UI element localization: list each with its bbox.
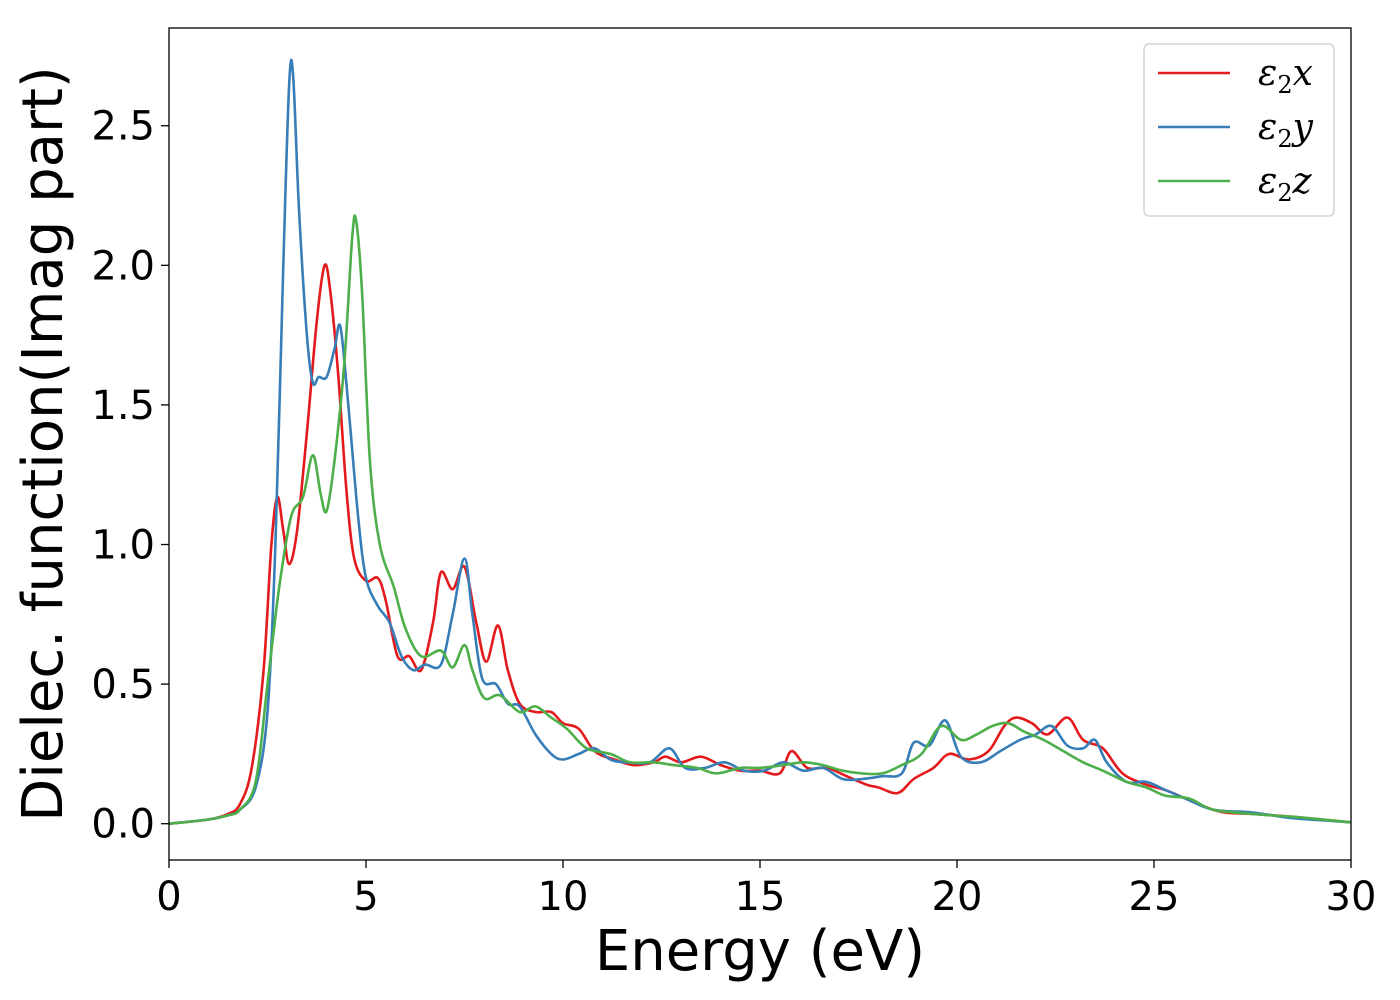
x-tick-label: 20 bbox=[932, 874, 983, 920]
x-tick-label: 5 bbox=[353, 874, 378, 920]
series-line-z bbox=[168, 214, 1352, 825]
legend-label-y: ε2y bbox=[1258, 107, 1314, 153]
y-tick-label: 0.5 bbox=[91, 662, 155, 708]
y-tick-label: 1.0 bbox=[91, 523, 155, 569]
x-tick-label: 25 bbox=[1129, 874, 1180, 920]
x-tick-label: 30 bbox=[1326, 874, 1377, 920]
legend-box bbox=[1143, 43, 1335, 217]
x-tick-label: 10 bbox=[538, 874, 589, 920]
y-axis: 0.0 0.5 1.0 1.5 2.0 2.5 bbox=[91, 104, 169, 848]
x-tick-label: 0 bbox=[156, 874, 181, 920]
y-tick-label: 2.0 bbox=[91, 243, 155, 289]
y-tick-label: 1.5 bbox=[91, 383, 155, 429]
x-axis-title: Energy (eV) bbox=[595, 919, 925, 984]
y-tick-label: 2.5 bbox=[91, 104, 155, 150]
y-axis-title: Dielec. function(Imag part) bbox=[11, 66, 76, 822]
series-line-y bbox=[168, 58, 1352, 825]
y-tick-label: 0.0 bbox=[91, 802, 155, 848]
x-tick-label: 15 bbox=[735, 874, 786, 920]
series-layer bbox=[168, 58, 1352, 825]
legend-label-x: ε2x bbox=[1258, 53, 1313, 99]
legend: ε2x ε2y ε2z bbox=[1143, 43, 1335, 217]
x-axis: 0 5 10 15 20 25 30 bbox=[156, 860, 1376, 920]
legend-label-z: ε2z bbox=[1258, 161, 1313, 207]
